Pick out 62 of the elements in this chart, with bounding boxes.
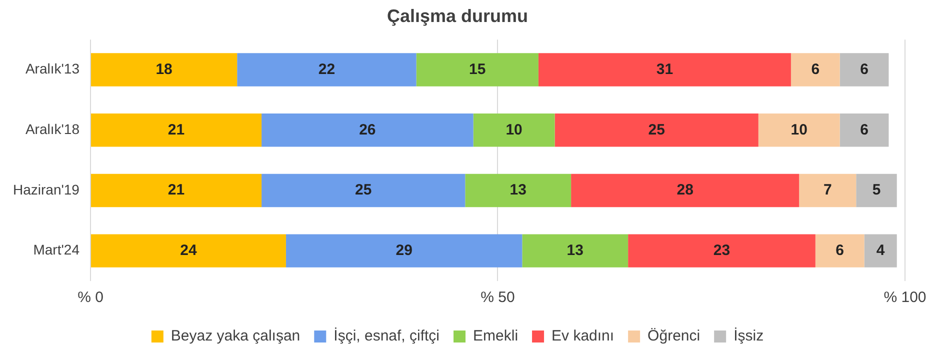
data-label: 7 — [823, 182, 832, 199]
data-label: 13 — [566, 242, 584, 259]
data-label: 6 — [811, 60, 820, 78]
data-label: 4 — [876, 242, 886, 259]
legend-label: İşçi, esnaf, çiftçi — [334, 326, 440, 345]
data-label: 6 — [860, 121, 868, 138]
bar — [815, 234, 864, 268]
bar — [90, 114, 262, 147]
data-label: 13 — [510, 182, 526, 199]
bar — [465, 174, 572, 208]
bar — [840, 53, 889, 86]
x-tick-label: % 50 — [480, 289, 515, 306]
bar — [237, 53, 416, 86]
bar — [571, 174, 800, 208]
bar — [416, 53, 538, 86]
bar — [473, 114, 555, 147]
data-label: 22 — [318, 60, 336, 78]
bar — [538, 53, 791, 86]
data-label: 21 — [168, 182, 185, 199]
data-label: 28 — [676, 182, 694, 199]
data-label: 10 — [790, 121, 808, 138]
y-tick-label: Mart'24 — [33, 242, 80, 258]
bar — [90, 174, 262, 208]
bar — [628, 234, 816, 268]
data-label: 21 — [168, 121, 185, 138]
data-label: 18 — [156, 60, 172, 78]
bar — [90, 53, 238, 86]
bar — [758, 114, 840, 147]
y-tick-label: Aralık'13 — [25, 60, 80, 77]
legend-label: Beyaz yaka çalışan — [170, 328, 300, 345]
data-label: 10 — [506, 121, 522, 138]
data-label: 15 — [469, 60, 486, 78]
bar — [799, 174, 856, 208]
x-tick-label: % 0 — [78, 289, 104, 306]
bar — [790, 53, 840, 86]
bar — [554, 114, 758, 147]
data-label: 5 — [872, 182, 881, 199]
data-label: 31 — [656, 60, 674, 78]
data-label: 6 — [860, 60, 868, 78]
bar — [286, 234, 522, 268]
bar — [90, 234, 286, 268]
bar — [262, 114, 474, 147]
x-tick-label: % 100 — [884, 289, 926, 306]
data-label: 29 — [396, 242, 412, 259]
y-tick-label: Aralık'18 — [25, 120, 80, 137]
legend-label: Ev kadını — [552, 328, 614, 345]
legend-label: Emekli — [473, 328, 518, 345]
bar — [840, 114, 889, 147]
data-label: 23 — [713, 242, 730, 259]
data-label: 25 — [648, 121, 665, 138]
legend-label: Öğrenci — [648, 328, 700, 345]
bar — [522, 234, 628, 268]
y-tick-label: Haziran'19 — [12, 181, 80, 198]
legend-label: İşsiz — [734, 326, 764, 345]
chart-title: Çalışma durumu — [386, 6, 528, 26]
data-label: 26 — [359, 121, 376, 138]
data-label: 24 — [180, 242, 198, 259]
data-label: 6 — [836, 242, 844, 259]
bar — [856, 174, 897, 208]
bar — [262, 174, 466, 208]
bar — [864, 234, 897, 268]
data-label: 25 — [355, 182, 372, 199]
